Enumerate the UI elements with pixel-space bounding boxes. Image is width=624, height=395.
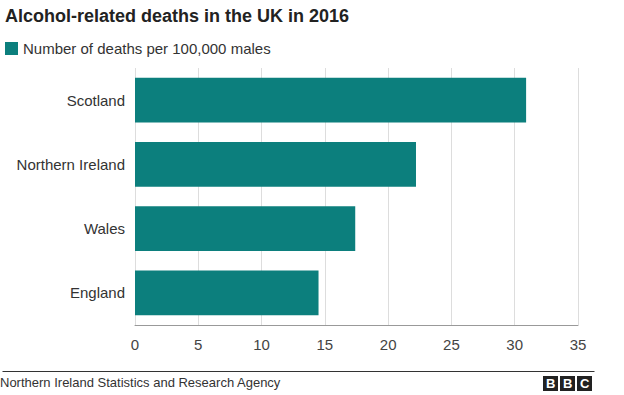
svg-text:Northern Ireland Statistics an: Northern Ireland Statistics and Research… xyxy=(0,375,281,390)
svg-text:15: 15 xyxy=(317,336,334,353)
svg-text:B: B xyxy=(546,376,555,391)
svg-text:35: 35 xyxy=(570,336,587,353)
svg-text:Number of deaths per 100,000 m: Number of deaths per 100,000 males xyxy=(23,40,271,57)
svg-text:Scotland: Scotland xyxy=(67,92,125,109)
svg-text:C: C xyxy=(580,376,590,391)
svg-text:B: B xyxy=(563,376,572,391)
svg-text:25: 25 xyxy=(443,336,460,353)
svg-text:10: 10 xyxy=(253,336,270,353)
svg-text:20: 20 xyxy=(380,336,397,353)
svg-text:England: England xyxy=(70,284,125,301)
svg-text:Alcohol-related deaths in the: Alcohol-related deaths in the UK in 2016 xyxy=(5,6,349,26)
svg-text:0: 0 xyxy=(131,336,139,353)
svg-text:30: 30 xyxy=(506,336,523,353)
svg-text:Wales: Wales xyxy=(84,220,125,237)
svg-text:5: 5 xyxy=(194,336,202,353)
svg-text:Northern Ireland: Northern Ireland xyxy=(17,156,125,173)
